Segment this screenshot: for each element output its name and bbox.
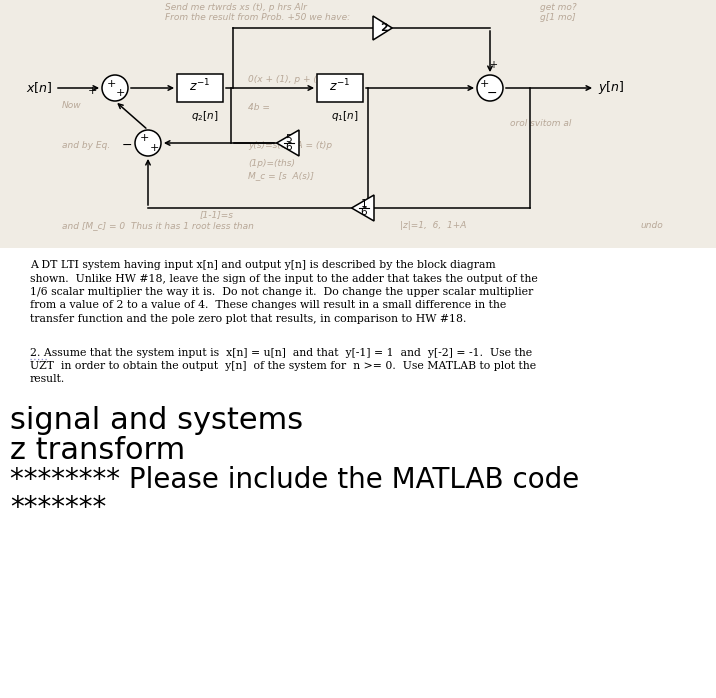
Text: +: + (140, 133, 149, 143)
Bar (177, 74, 223, 102)
Circle shape (135, 130, 161, 156)
Text: 6: 6 (286, 142, 292, 152)
Text: +: + (106, 79, 116, 89)
Text: 1/6 scalar multiplier the way it is.  Do not change it.  Do change the upper sca: 1/6 scalar multiplier the way it is. Do … (30, 287, 533, 297)
Text: $y[n]$: $y[n]$ (598, 80, 624, 96)
Text: g[1 mo]: g[1 mo] (540, 13, 576, 22)
Text: 2: 2 (380, 23, 388, 33)
Text: 6: 6 (361, 207, 367, 217)
Text: (1p)=(ths): (1p)=(ths) (248, 158, 295, 168)
Text: signal and systems: signal and systems (10, 406, 303, 435)
Text: A DT LTI system having input x[n] and output y[n] is described by the block diag: A DT LTI system having input x[n] and ou… (30, 260, 495, 270)
Text: ******** Please include the MATLAB code: ******** Please include the MATLAB code (10, 466, 579, 494)
Text: from a value of 2 to a value of 4.  These changes will result in a small differe: from a value of 2 to a value of 4. These… (30, 301, 506, 311)
Text: z transform: z transform (10, 436, 185, 465)
Text: 2. Assume that the system input is  x[n] = u[n]  and that  y[-1] = 1  and  y[-2]: 2. Assume that the system input is x[n] … (30, 348, 532, 357)
Text: From the result from Prob. +50 we have:: From the result from Prob. +50 we have: (165, 13, 350, 22)
Text: +: + (150, 143, 159, 153)
Polygon shape (373, 16, 392, 40)
Polygon shape (352, 195, 374, 221)
Text: and [M_c] = 0  Thus it has 1 root less than: and [M_c] = 0 Thus it has 1 root less th… (62, 221, 254, 230)
Text: Send me rtwrds xs (t), p hrs Alr: Send me rtwrds xs (t), p hrs Alr (165, 3, 307, 13)
Circle shape (102, 75, 128, 101)
Text: |z|=1,  6,  1+A: |z|=1, 6, 1+A (400, 221, 466, 230)
Text: M_c = [s  A(s)]: M_c = [s A(s)] (248, 172, 314, 181)
Text: result.: result. (30, 375, 65, 385)
Text: 1: 1 (361, 199, 367, 209)
Text: undo: undo (640, 221, 663, 230)
Text: $x[n]$: $x[n]$ (26, 80, 52, 96)
Text: 4b =: 4b = (248, 103, 270, 112)
Text: −: − (487, 87, 497, 100)
Text: and by Eq.: and by Eq. (62, 140, 110, 149)
Text: transfer function and the pole zero plot that results, in comparison to HW #18.: transfer function and the pole zero plot… (30, 314, 466, 324)
Text: −: − (122, 138, 132, 151)
Polygon shape (276, 130, 299, 156)
Text: orol svitom al: orol svitom al (510, 119, 571, 128)
Text: $q_2[n]$: $q_2[n]$ (191, 109, 218, 123)
Text: +: + (87, 86, 97, 96)
Text: [1-1]=s: [1-1]=s (200, 211, 234, 219)
Bar (317, 74, 363, 102)
Text: 0(x + (1), p + (1)q = (1)p: 0(x + (1), p + (1)q = (1)p (248, 75, 364, 84)
Text: y(s)=s(t)p.A = (t)p: y(s)=s(t)p.A = (t)p (248, 140, 332, 149)
Text: +: + (479, 79, 489, 89)
Text: $z^{-1}$: $z^{-1}$ (329, 77, 351, 94)
Text: get mo?: get mo? (540, 3, 576, 13)
Circle shape (477, 75, 503, 101)
Text: +: + (489, 60, 497, 70)
Text: +: + (115, 88, 125, 98)
Text: *******: ******* (10, 494, 106, 522)
Text: UZT  in order to obtain the output  y[n]  of the system for  n >= 0.  Use MATLAB: UZT in order to obtain the output y[n] o… (30, 361, 536, 371)
Text: shown.  Unlike HW #18, leave the sign of the input to the adder that takes the o: shown. Unlike HW #18, leave the sign of … (30, 274, 538, 283)
Bar (0, 248, 716, 698)
Text: $q_1[n]$: $q_1[n]$ (332, 109, 359, 123)
Text: Now: Now (62, 101, 82, 110)
Bar (0, 0, 716, 248)
Text: $z^{-1}$: $z^{-1}$ (190, 77, 211, 94)
Text: 5: 5 (286, 134, 292, 144)
